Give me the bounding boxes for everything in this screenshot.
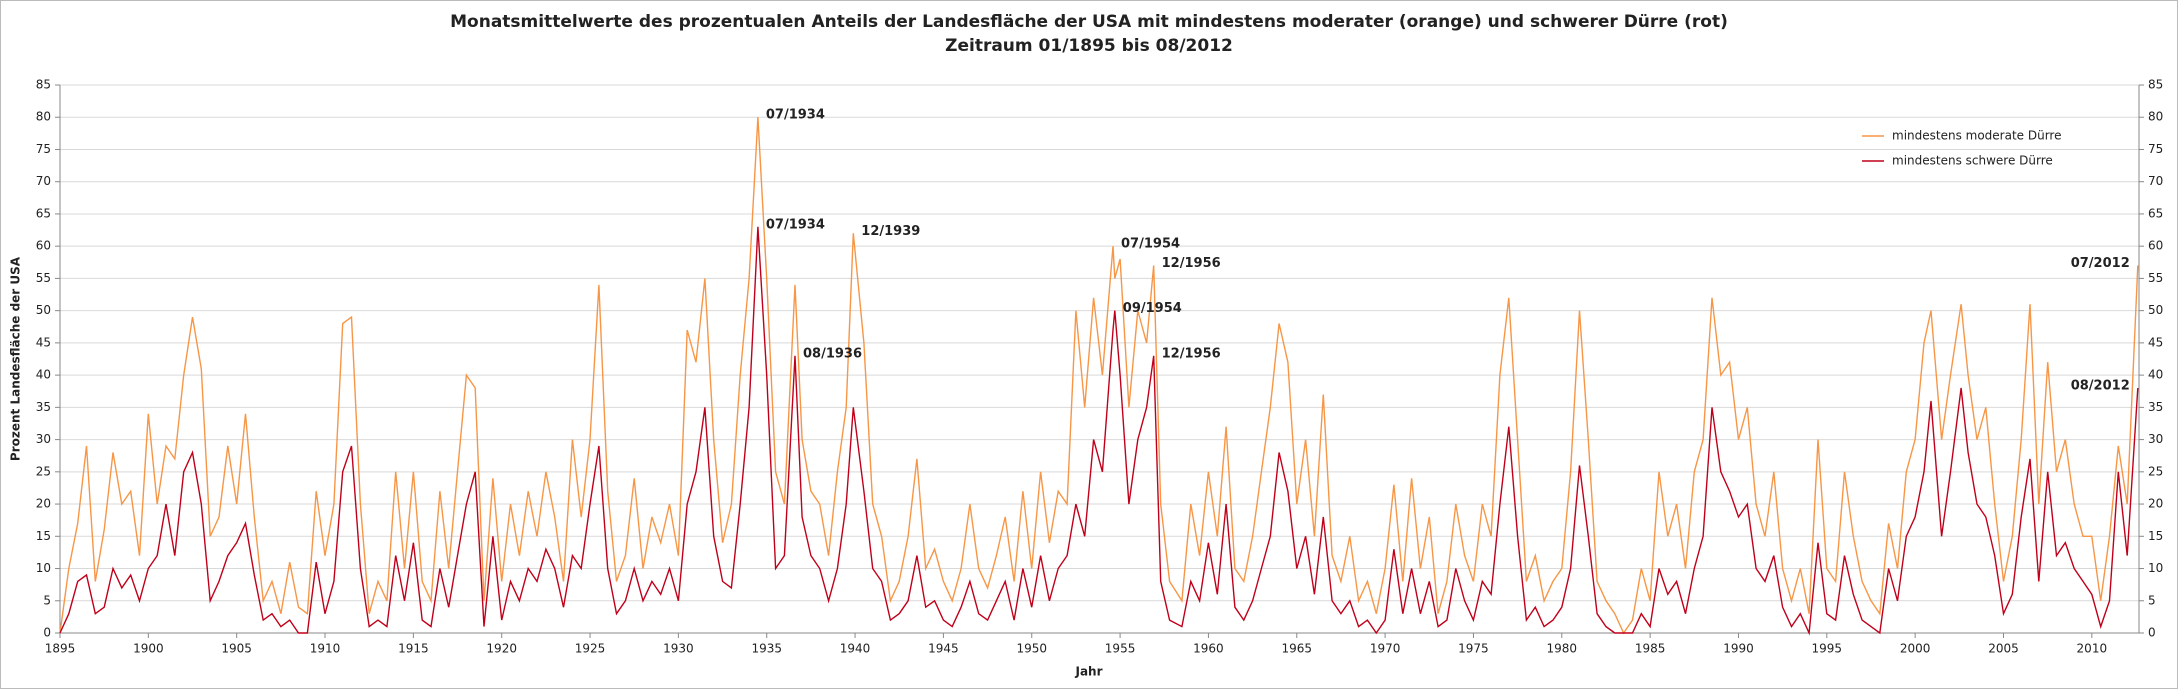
- y2-tick-label: 40: [2148, 368, 2163, 382]
- y2-tick-label: 80: [2148, 110, 2163, 124]
- y2-tick-label: 85: [2148, 78, 2163, 92]
- y-tick-label: 25: [36, 464, 51, 478]
- y-tick-label: 45: [36, 335, 51, 349]
- y2-tick-label: 15: [2148, 529, 2163, 543]
- y2-tick-label: 70: [2148, 174, 2163, 188]
- x-tick-label: 2000: [1900, 642, 1931, 656]
- y-tick-label: 35: [36, 400, 51, 414]
- y2-tick-label: 5: [2148, 593, 2156, 607]
- x-tick-label: 2005: [1988, 642, 2019, 656]
- annotation: 07/1954: [1121, 237, 1180, 252]
- x-tick-label: 1895: [45, 642, 76, 656]
- annotation: 07/1934: [766, 217, 825, 232]
- y2-tick-label: 50: [2148, 303, 2163, 317]
- y2-tick-label: 55: [2148, 271, 2163, 285]
- x-tick-label: 1990: [1723, 642, 1754, 656]
- y-tick-label: 65: [36, 206, 51, 220]
- y-tick-label: 60: [36, 239, 51, 253]
- x-tick-label: 1970: [1370, 642, 1401, 656]
- x-tick-label: 1980: [1547, 642, 1578, 656]
- y2-tick-label: 45: [2148, 335, 2163, 349]
- annotation: 09/1954: [1123, 301, 1182, 316]
- annotation: 08/1936: [803, 346, 862, 361]
- annotation: 12/1956: [1162, 256, 1221, 271]
- y-tick-label: 75: [36, 142, 51, 156]
- y2-tick-label: 30: [2148, 432, 2163, 446]
- x-tick-label: 2010: [2077, 642, 2108, 656]
- y-tick-label: 70: [36, 174, 51, 188]
- x-tick-label: 1995: [1812, 642, 1843, 656]
- y-tick-label: 40: [36, 368, 51, 382]
- legend-label: mindestens schwere Dürre: [1892, 154, 2053, 168]
- y2-tick-label: 35: [2148, 400, 2163, 414]
- x-tick-label: 1935: [751, 642, 782, 656]
- y2-tick-label: 10: [2148, 561, 2163, 575]
- series-line: [59, 117, 2139, 635]
- x-tick-label: 1965: [1281, 642, 1312, 656]
- chart-subtitle: Zeitraum 01/1895 bis 08/2012: [945, 36, 1233, 56]
- chart-title: Monatsmittelwerte des prozentualen Antei…: [450, 12, 1728, 32]
- series-line: [59, 226, 2139, 636]
- y-tick-label: 30: [36, 432, 51, 446]
- legend-label: mindestens moderate Dürre: [1892, 129, 2061, 143]
- y-tick-label: 20: [36, 497, 51, 511]
- y2-tick-label: 25: [2148, 464, 2163, 478]
- x-tick-label: 1955: [1105, 642, 1136, 656]
- annotation: 12/1956: [1162, 346, 1221, 361]
- x-tick-label: 1920: [486, 642, 517, 656]
- annotation: 07/1934: [766, 108, 825, 123]
- annotation: 07/2012: [2071, 256, 2130, 271]
- y2-tick-label: 0: [2148, 626, 2156, 640]
- x-tick-label: 1930: [663, 642, 694, 656]
- y2-tick-label: 65: [2148, 206, 2163, 220]
- y2-tick-label: 60: [2148, 239, 2163, 253]
- y-axis-label: Prozent Landesfläche der USA: [9, 256, 23, 461]
- x-axis-label: Jahr: [1074, 665, 1102, 679]
- annotation: 12/1939: [861, 224, 920, 239]
- y-tick-label: 55: [36, 271, 51, 285]
- x-tick-label: 1900: [133, 642, 164, 656]
- y-tick-label: 80: [36, 110, 51, 124]
- annotation: 08/2012: [2071, 379, 2130, 394]
- x-tick-label: 1975: [1458, 642, 1489, 656]
- y-tick-label: 0: [43, 626, 51, 640]
- y2-tick-label: 20: [2148, 497, 2163, 511]
- y-tick-label: 10: [36, 561, 51, 575]
- x-tick-label: 1910: [310, 642, 341, 656]
- x-tick-label: 1915: [398, 642, 429, 656]
- x-tick-label: 1945: [928, 642, 959, 656]
- y2-tick-label: 75: [2148, 142, 2163, 156]
- y-tick-label: 15: [36, 529, 51, 543]
- x-tick-label: 1940: [840, 642, 871, 656]
- y-tick-label: 5: [43, 593, 51, 607]
- x-tick-label: 1925: [575, 642, 606, 656]
- x-tick-label: 1960: [1193, 642, 1224, 656]
- y-tick-label: 50: [36, 303, 51, 317]
- x-tick-label: 1905: [221, 642, 252, 656]
- y-tick-label: 85: [36, 78, 51, 92]
- x-tick-label: 1950: [1016, 642, 1047, 656]
- x-tick-label: 1985: [1635, 642, 1666, 656]
